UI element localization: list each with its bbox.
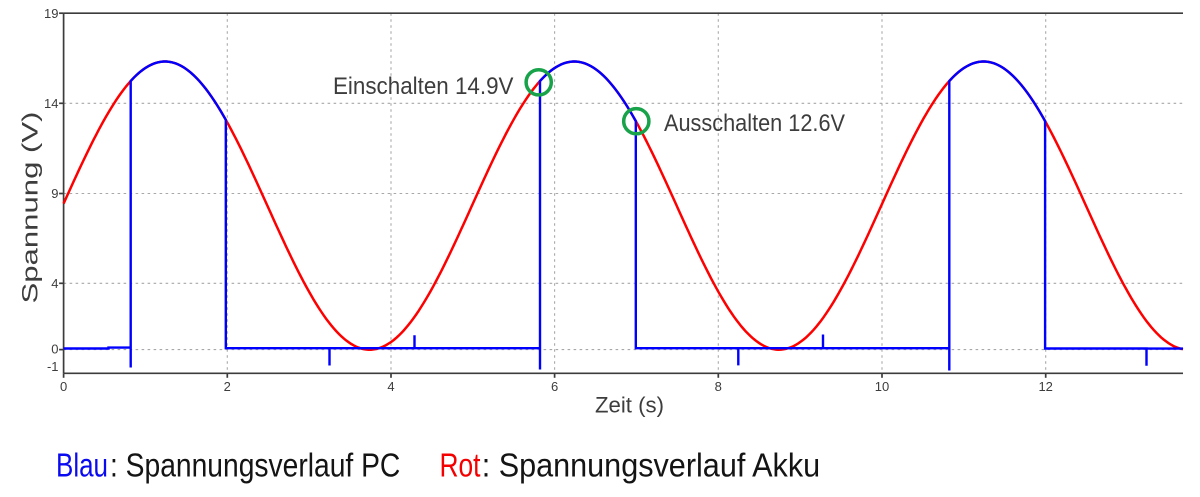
svg-text:Einschalten 14.9V: Einschalten 14.9V (333, 73, 514, 100)
svg-text:Zeit (s): Zeit (s) (595, 393, 664, 418)
svg-text:4: 4 (51, 276, 58, 291)
svg-text:14: 14 (44, 96, 58, 111)
svg-text:12: 12 (1038, 379, 1052, 394)
svg-text:0: 0 (51, 342, 58, 357)
svg-text:8: 8 (715, 379, 722, 394)
svg-text:9: 9 (51, 186, 58, 201)
svg-text:-1: -1 (47, 359, 59, 374)
svg-text:: Spannungsverlauf Akku: : Spannungsverlauf Akku (482, 446, 821, 483)
svg-text:19: 19 (44, 6, 58, 21)
svg-text:0: 0 (60, 379, 67, 394)
svg-text:Spannung (V): Spannung (V) (18, 112, 43, 304)
svg-text:4: 4 (387, 379, 394, 394)
svg-text:2: 2 (224, 379, 231, 394)
svg-text:: Spannungsverlauf PC: : Spannungsverlauf PC (110, 446, 400, 483)
svg-text:6: 6 (551, 379, 558, 394)
svg-text:Rot: Rot (440, 446, 481, 483)
svg-text:Blau: Blau (56, 446, 108, 483)
svg-text:Ausschalten 12.6V: Ausschalten 12.6V (664, 110, 845, 137)
svg-text:10: 10 (875, 379, 889, 394)
